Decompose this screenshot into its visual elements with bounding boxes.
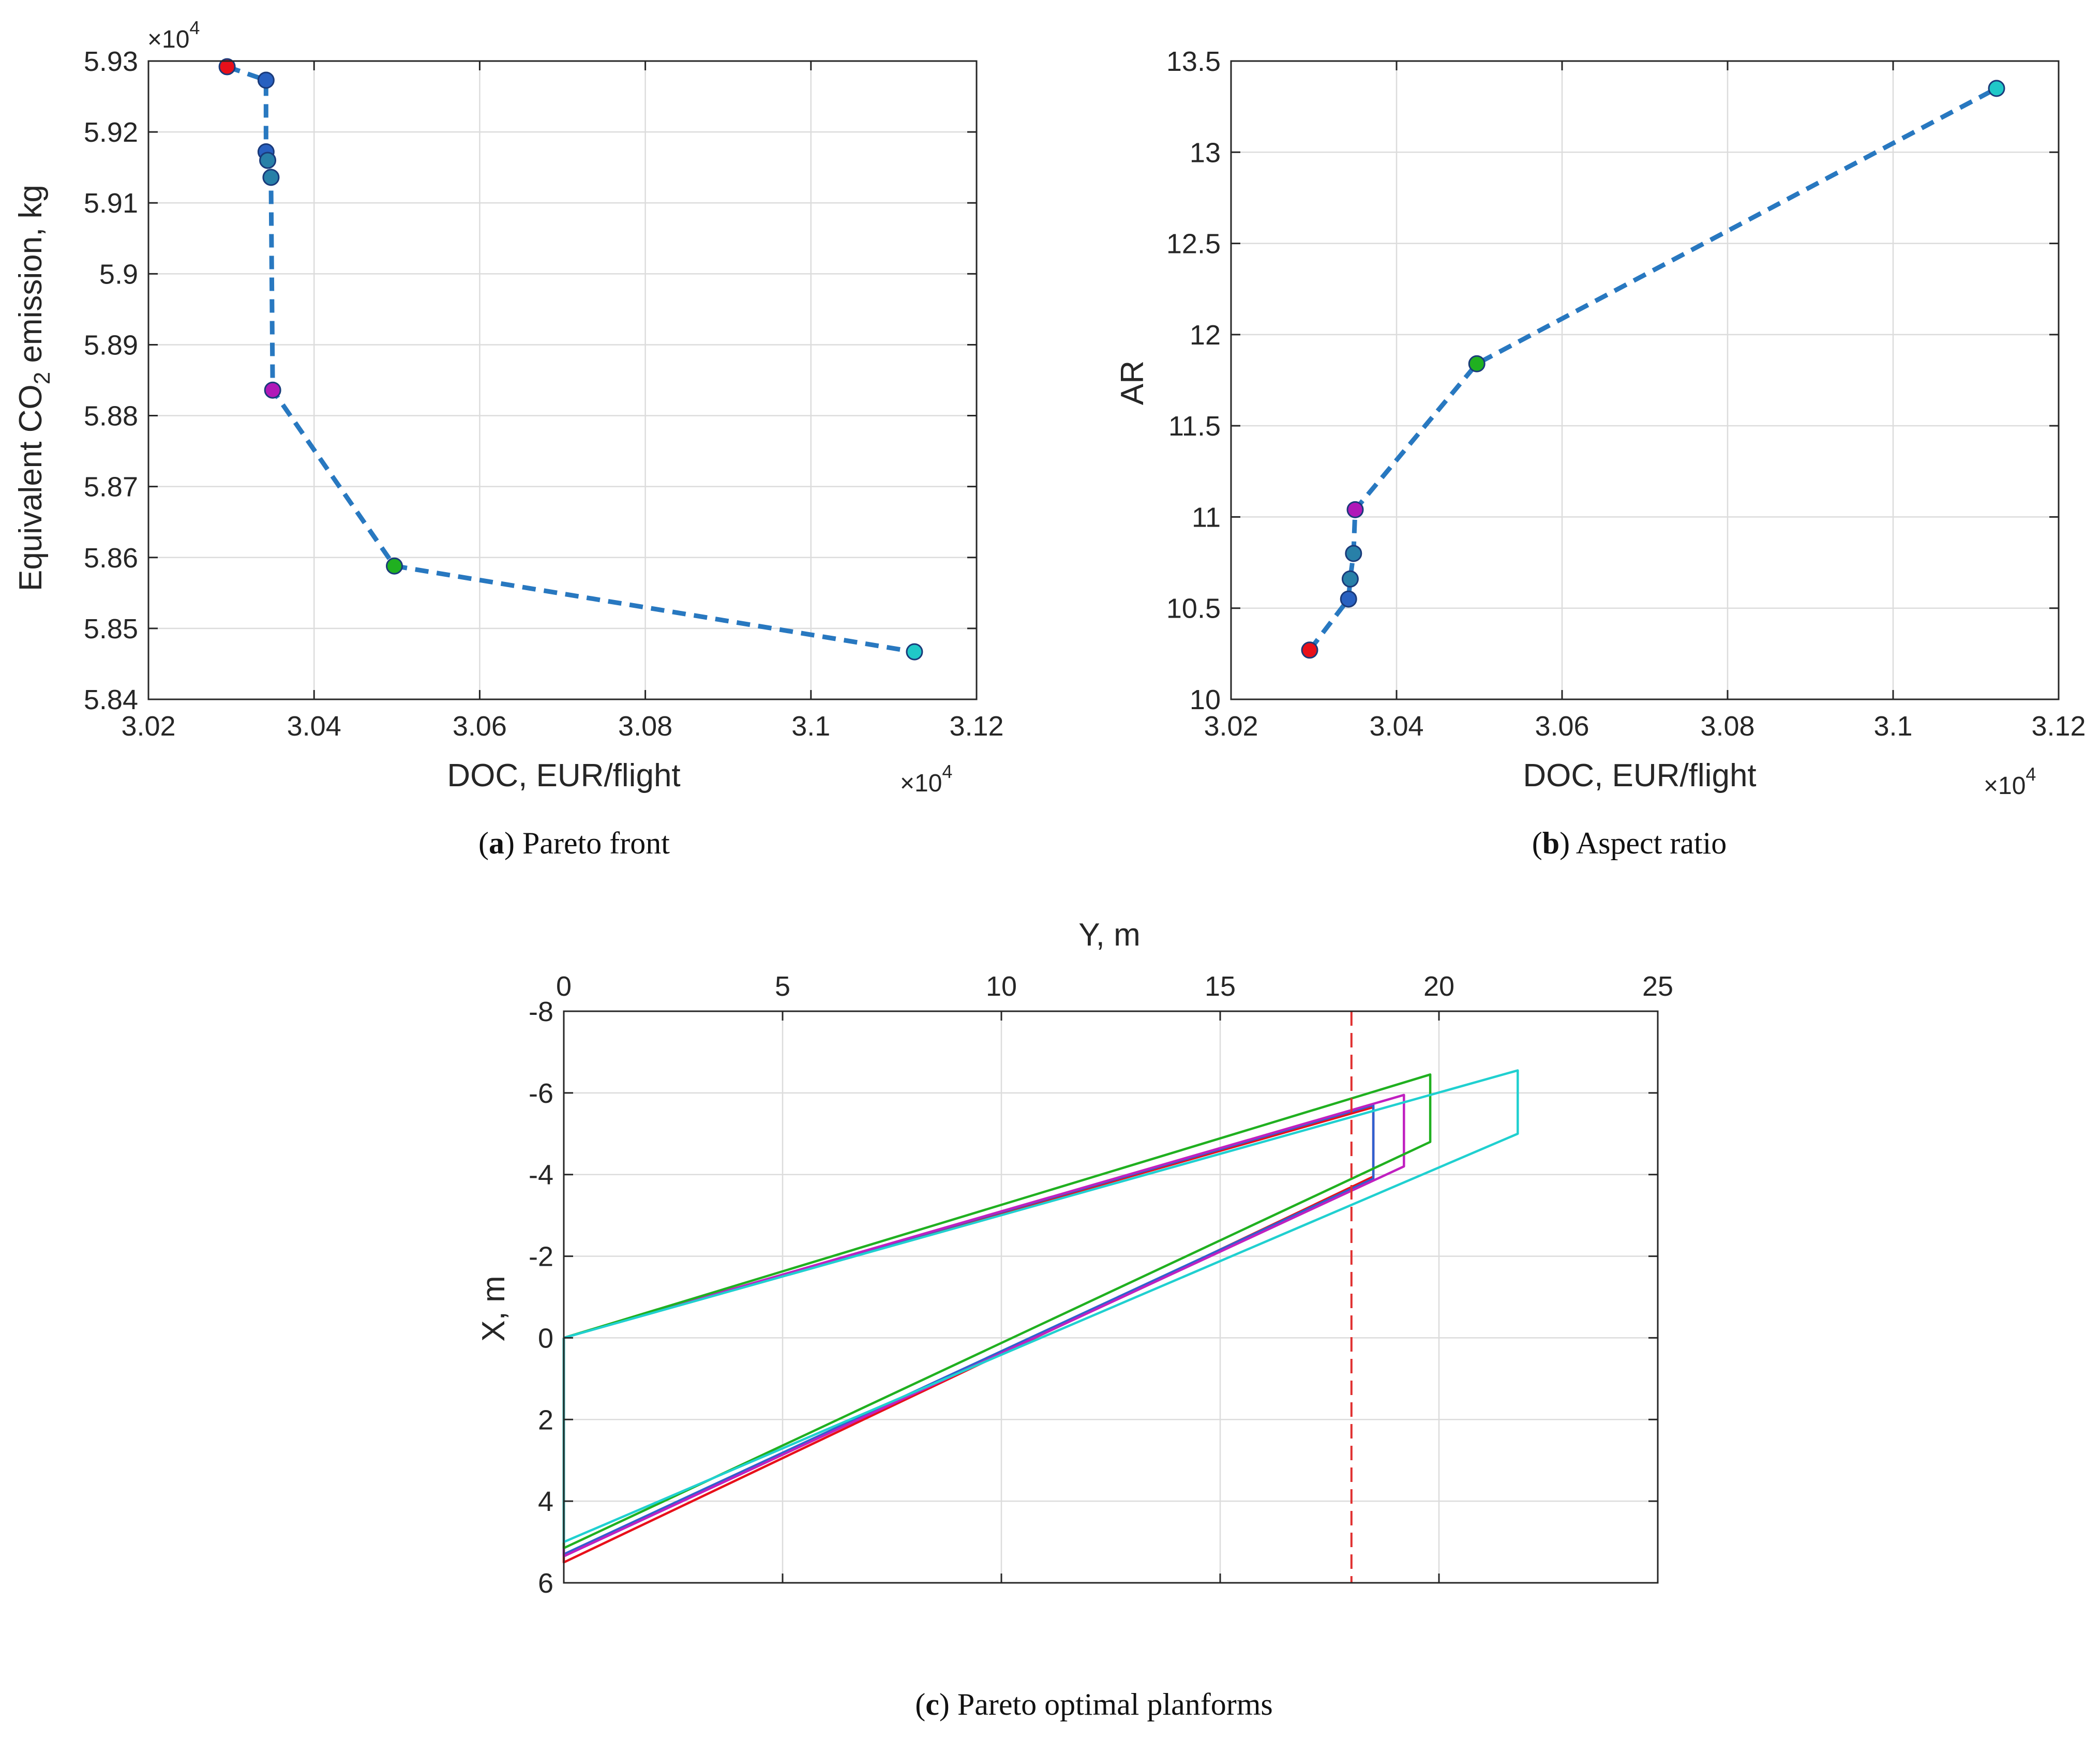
plot-area — [1231, 61, 2059, 699]
y-tick-label: 5.84 — [84, 684, 138, 715]
y-tick-label: 6 — [538, 1568, 553, 1599]
data-point — [262, 169, 280, 186]
x-tick-label: 15 — [1205, 971, 1236, 1002]
x-tick-label: 3.08 — [618, 711, 672, 742]
panel-b-x-multiplier: ×104 — [1984, 763, 2036, 800]
x-tick-label: 5 — [775, 971, 790, 1002]
y-tick-label: 0 — [538, 1323, 553, 1354]
data-point — [264, 381, 281, 399]
panel-b-series — [1301, 80, 2005, 659]
data-point — [218, 58, 236, 76]
data-point — [385, 557, 403, 575]
panel-b-caption: (b) Aspect ratio — [1532, 826, 1727, 860]
y-tick-label: 5.86 — [84, 543, 138, 574]
y-tick-label: 5.89 — [84, 329, 138, 361]
panel-b-grid — [1230, 60, 2060, 700]
x-tick-label: 3.1 — [791, 711, 830, 742]
y-tick-label: 5.87 — [84, 472, 138, 503]
panel-c-caption: (c) Pareto optimal planforms — [915, 1687, 1272, 1721]
x-tick-label: 3.12 — [949, 711, 1003, 742]
y-tick-label: 4 — [538, 1486, 553, 1517]
y-tick-label: 2 — [538, 1404, 553, 1435]
panel-b-ylabel: AR — [1115, 361, 1150, 405]
panel-c-grid — [563, 1010, 1659, 1584]
panel-c-xlabel: Y, m — [1078, 917, 1140, 953]
panel-b-tick-labels: 3.02 3.04 3.06 3.08 3.1 3.12 10 10.5 11 11.5 12 12.… — [1166, 46, 2086, 742]
y-tick-label: 13 — [1190, 137, 1221, 168]
panel-a-caption: (a) Pareto front — [478, 826, 670, 860]
y-tick-label: -2 — [529, 1241, 553, 1272]
y-tick-label: -4 — [529, 1160, 553, 1191]
plot-area — [148, 61, 977, 699]
y-tick-label: 12 — [1190, 320, 1221, 351]
axes-box — [563, 1010, 1659, 1584]
panel-a-pareto-front: 3.02 3.04 3.06 3.08 3.1 3.12 5.84 5.85 5.86 5.87 5… — [13, 17, 1004, 860]
x-tick-label: 3.06 — [453, 711, 507, 742]
x-tick-label: 3.08 — [1700, 711, 1754, 742]
x-tick-label: 10 — [986, 971, 1017, 1002]
y-tick-label: 11 — [1192, 502, 1221, 533]
data-point — [1341, 570, 1359, 588]
panel-a-grid — [147, 60, 978, 700]
panel-c-ylabel: X, m — [476, 1276, 512, 1341]
y-tick-label: 5.88 — [84, 401, 138, 432]
panel-a-xlabel: DOC, EUR/flight — [447, 758, 680, 793]
data-point — [1346, 501, 1364, 518]
data-point — [1340, 590, 1357, 608]
y-tick-label: 12.5 — [1166, 229, 1221, 260]
panel-a-series — [218, 58, 923, 661]
y-tick-label: 10.5 — [1166, 593, 1221, 624]
y-tick-label: 5.91 — [84, 188, 138, 219]
y-tick-label: 5.92 — [84, 117, 138, 148]
panel-c-axes — [563, 1010, 1659, 1584]
x-tick-label: 0 — [556, 971, 572, 1002]
y-tick-label: -6 — [529, 1078, 553, 1109]
data-point — [257, 71, 275, 89]
y-tick-label: 10 — [1190, 684, 1221, 715]
panel-a-y-multiplier: ×104 — [147, 17, 200, 53]
panel-b-axes — [1230, 60, 2060, 700]
x-tick-label: 3.06 — [1535, 711, 1589, 742]
data-point — [1301, 641, 1318, 659]
data-point — [906, 643, 923, 661]
panel-c-planforms: 0 5 10 15 20 25 -8 -6 -4 -2 0 2 4 6 Y, m X, m (c) Par… — [476, 917, 1673, 1721]
x-tick-label: 3.02 — [1204, 711, 1258, 742]
x-tick-label: 3.04 — [287, 711, 341, 742]
panel-a-x-multiplier: ×104 — [900, 761, 952, 797]
panel-a-axes — [147, 60, 978, 700]
x-tick-label: 20 — [1423, 971, 1454, 1002]
plot-area — [564, 1011, 1658, 1583]
axes-box — [1230, 60, 2060, 700]
x-tick-label: 25 — [1642, 971, 1673, 1002]
panel-b-aspect-ratio: 3.02 3.04 3.06 3.08 3.1 3.12 10 10.5 11 11.5 12 12.… — [1115, 46, 2086, 860]
y-tick-label: 5.85 — [84, 613, 138, 645]
pareto-dashed-line — [226, 64, 915, 654]
axes-box — [147, 60, 978, 700]
data-point — [259, 152, 277, 169]
x-tick-label: 3.02 — [121, 711, 175, 742]
y-tick-label: 5.9 — [99, 259, 138, 290]
y-tick-label: 13.5 — [1166, 46, 1221, 77]
data-point — [1468, 355, 1486, 372]
data-point — [1988, 80, 2005, 97]
panel-b-xlabel: DOC, EUR/flight — [1523, 758, 1756, 793]
data-point — [1345, 545, 1362, 562]
x-tick-label: 3.12 — [2031, 711, 2086, 742]
x-tick-label: 3.04 — [1369, 711, 1423, 742]
panel-a-tick-labels: 3.02 3.04 3.06 3.08 3.1 3.12 5.84 5.85 5.86 5.87 5… — [84, 46, 1004, 742]
panel-a-ylabel: Equivalent CO2 emission, kg — [13, 185, 55, 591]
y-tick-label: -8 — [529, 996, 553, 1027]
x-tick-label: 3.1 — [1873, 711, 1912, 742]
y-tick-label: 11.5 — [1168, 411, 1221, 442]
y-tick-label: 5.93 — [84, 46, 138, 77]
panel-c-tick-labels: 0 5 10 15 20 25 -8 -6 -4 -2 0 2 4 6 — [529, 971, 1673, 1599]
